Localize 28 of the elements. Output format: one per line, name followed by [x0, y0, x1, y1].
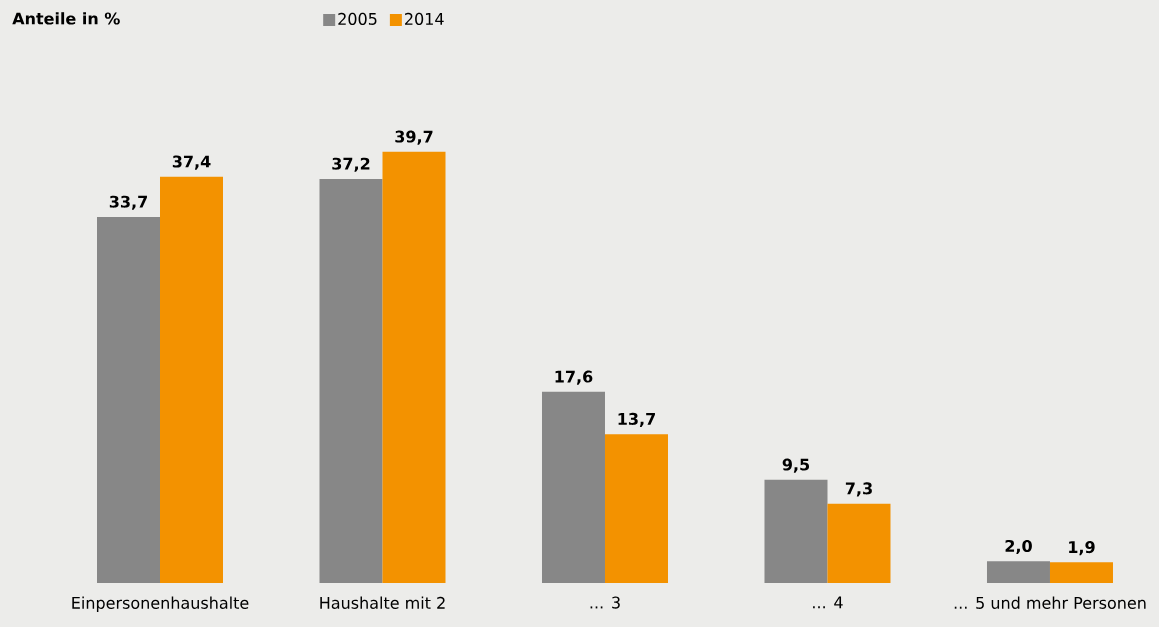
bar — [541, 391, 605, 583]
x-tick-label: Haushalte mit 2 — [320, 596, 445, 609]
bar — [319, 179, 383, 583]
bar — [986, 561, 1050, 583]
data-label: 9,5 — [782, 458, 810, 473]
bar — [604, 434, 668, 583]
x-tick-label: ... 3 — [590, 596, 620, 609]
data-label: 1,9 — [1069, 541, 1095, 556]
data-label: 7,3 — [845, 482, 872, 497]
x-tick-label: ... 4 — [813, 596, 843, 609]
data-label: 37,4 — [172, 155, 211, 170]
bar — [1049, 562, 1113, 583]
data-label: 13,7 — [618, 412, 655, 428]
bar — [382, 151, 446, 583]
bar — [97, 217, 160, 583]
x-tick-label: Einpersonenhaushalte — [72, 596, 249, 613]
data-label: 33,7 — [109, 195, 147, 210]
data-label: 2,0 — [1005, 539, 1032, 555]
data-label: 37,2 — [332, 157, 370, 172]
legend-label: 2005 — [338, 12, 377, 25]
data-label: 17,6 — [555, 370, 593, 385]
data-label: 39,7 — [395, 130, 433, 145]
bar — [827, 503, 891, 583]
legend-label: 2014 — [405, 12, 444, 25]
bar — [160, 176, 223, 583]
x-tick-label: ... 5 und mehr Personen — [954, 596, 1146, 609]
bar — [764, 479, 828, 583]
text: Anteile in % — [12, 12, 120, 25]
